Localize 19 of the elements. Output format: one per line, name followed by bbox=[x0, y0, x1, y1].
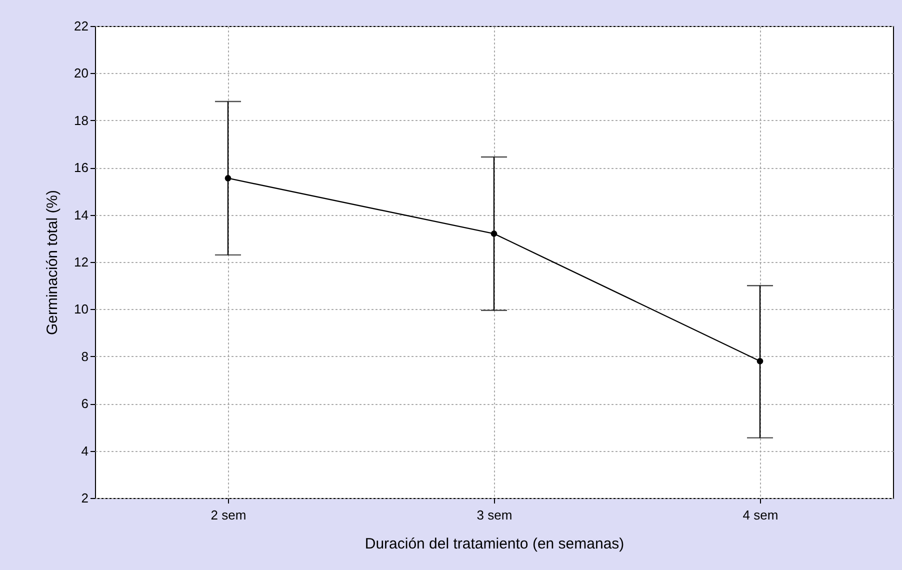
y-axis-title: Germinación total (%) bbox=[44, 190, 62, 336]
y-tick-label: 8 bbox=[81, 348, 88, 364]
y-tick-label: 6 bbox=[81, 396, 88, 412]
y-tick-label: 22 bbox=[74, 18, 88, 34]
x-tick-label: 4 sem bbox=[742, 508, 778, 522]
y-tick-label: 12 bbox=[74, 254, 88, 270]
y-tick-label: 10 bbox=[74, 302, 88, 317]
y-tick-label: 14 bbox=[74, 207, 88, 222]
y-tick-label: 2 bbox=[81, 490, 88, 506]
x-tick-label: 3 sem bbox=[476, 508, 512, 522]
y-tick-label: 4 bbox=[81, 443, 88, 458]
y-tick-label: 20 bbox=[74, 66, 88, 81]
x-axis-title: Duración del tratamiento (en semanas) bbox=[364, 536, 624, 552]
point bbox=[490, 230, 498, 237]
x-tick-label: 2 sem bbox=[210, 508, 246, 522]
point bbox=[756, 358, 764, 364]
y-tick-label: 16 bbox=[74, 160, 88, 176]
point bbox=[224, 175, 232, 182]
y-tick-label: 18 bbox=[74, 112, 88, 128]
